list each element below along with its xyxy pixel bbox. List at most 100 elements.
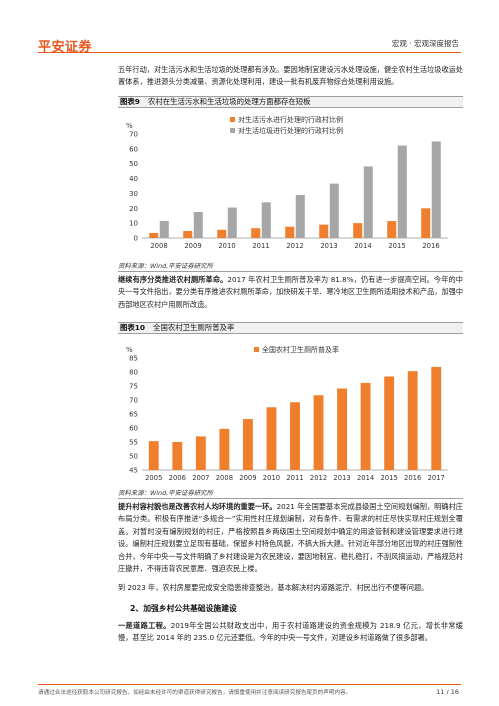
roads-paragraph: 一是道路工程。2019年全国公共财政支出中，用于农村道路建设的资金规模为 218… xyxy=(118,620,463,645)
bar-2 xyxy=(397,145,407,238)
bar-1 xyxy=(183,231,193,238)
bar-1 xyxy=(251,228,261,238)
bar-1 xyxy=(313,395,324,470)
bar-2 xyxy=(159,220,169,238)
x-tick-label: 2010 xyxy=(218,242,235,250)
intro-paragraph: 五年行动，对生活污水和生活垃圾的处理都有涉及。要因地制宜建设污水处理设施，健全农… xyxy=(118,65,464,87)
y-tick-label: 20 xyxy=(129,205,138,213)
x-tick-label: 2011 xyxy=(252,242,269,250)
legend-label: 对生活垃圾进行处理的行政村比例 xyxy=(238,126,343,135)
bar-1 xyxy=(217,229,227,238)
x-tick-label: 2005 xyxy=(145,474,162,482)
x-tick-label: 2014 xyxy=(357,474,374,482)
planning-paragraph-lead: 提升村容村貌也是改善农村人均环境的重要一环。 xyxy=(118,502,277,511)
x-tick-label: 2009 xyxy=(184,242,201,250)
bar-1 xyxy=(219,428,230,470)
bar-2 xyxy=(193,212,203,238)
bar-2 xyxy=(227,207,237,238)
figure9-title: 农村在生活污水和生活垃圾的处理方面都存在短板 xyxy=(147,97,311,106)
figure10-chart: % 45 50 55 60 65 70 75 80 85 2005 2006 2007 2008 2009 2… xyxy=(118,336,463,486)
bar-1 xyxy=(148,441,159,470)
legend-swatch xyxy=(230,117,235,122)
y-axis-unit-label: % xyxy=(126,346,133,354)
x-tick-label: 2014 xyxy=(354,242,371,250)
bar-2 xyxy=(363,166,373,238)
figure9-source: 资料来源：Wind,平安证券研究所 xyxy=(118,261,463,272)
toilet-paragraph: 继续有序分类推进农村厕所革命。2017 年农村卫生厕所普及率为 81.8%，仍有… xyxy=(118,274,463,311)
x-tick-label: 2012 xyxy=(310,474,327,482)
y-tick-label: 30 xyxy=(129,190,138,198)
y-axis-unit-label: % xyxy=(126,122,133,130)
y-tick-label: 55 xyxy=(129,439,138,447)
x-tick-label: 2015 xyxy=(380,474,397,482)
figure9-caption: 图表9 农村在生活污水和生活垃圾的处理方面都存在短板 xyxy=(118,96,463,108)
bar-2 xyxy=(329,183,339,238)
bar-1 xyxy=(360,382,371,470)
x-tick-label: 2011 xyxy=(286,474,303,482)
bar-1 xyxy=(290,402,300,470)
bar-1 xyxy=(319,224,329,238)
page-number: 11 / 16 xyxy=(436,688,459,696)
bar-1 xyxy=(266,407,277,470)
x-tick-label: 2017 xyxy=(428,474,445,482)
bar-2 xyxy=(431,141,441,238)
figure9-svg: % 0 10 20 30 40 50 60 70 2008 2009 2010 2011 2012 2013… xyxy=(126,115,448,250)
y-tick-label: 50 xyxy=(129,160,138,168)
figure10-svg: % 45 50 55 60 65 70 75 80 85 2005 2006 2007 2008 2009 2… xyxy=(126,345,448,482)
toilet-paragraph-text: 2017 年农村卫生厕所普及率为 81.8%，仍有进一步提高空间。今年的中央一号… xyxy=(118,275,464,309)
y-tick-label: 65 xyxy=(129,411,138,419)
y-tick-label: 45 xyxy=(129,467,138,475)
figure9-number: 图表9 xyxy=(120,97,140,106)
figure10-number: 图表10 xyxy=(120,323,146,332)
legend-label: 全国农村卫生厕所普及率 xyxy=(262,345,339,354)
x-tick-label: 2013 xyxy=(320,242,337,250)
legend-swatch xyxy=(230,128,235,133)
bar-1 xyxy=(407,371,418,470)
x-tick-label: 2012 xyxy=(286,242,303,250)
report-type-label: 宏观 · 宏观深度报告 xyxy=(391,39,459,48)
bar-1 xyxy=(337,388,348,470)
x-tick-label: 2015 xyxy=(388,242,405,250)
footer-divider xyxy=(38,684,461,685)
bar-1 xyxy=(195,436,206,470)
brand-logo: 平安证券 xyxy=(38,40,93,55)
legend-label: 对生活污水进行处理的行政村比例 xyxy=(238,115,343,124)
bar-1 xyxy=(353,223,363,238)
y-tick-label: 0 xyxy=(134,235,138,243)
paragraph-2023: 到 2023 年，农村房屋要完成安全隐患排查整治，基本解决村内道路泥泞、村民出行… xyxy=(118,583,429,592)
y-tick-label: 75 xyxy=(129,383,138,391)
planning-paragraph-text: 2021 年全国要基本完成县级国土空间规划编制，明确村庄布局分类。积极有序推进“… xyxy=(118,502,464,574)
x-tick-label: 2006 xyxy=(169,474,186,482)
y-tick-label: 40 xyxy=(129,175,138,183)
y-tick-label: 70 xyxy=(129,131,138,139)
bar-1 xyxy=(421,208,431,238)
y-tick-label: 70 xyxy=(129,397,138,405)
y-tick-label: 10 xyxy=(129,220,138,228)
figure9-chart: % 0 10 20 30 40 50 60 70 2008 2009 2010 2011 2012 2013… xyxy=(118,110,463,260)
x-tick-label: 2010 xyxy=(263,474,280,482)
bar-2 xyxy=(295,194,305,238)
bar-1 xyxy=(387,221,397,238)
y-tick-label: 80 xyxy=(129,369,138,377)
y-tick-label: 60 xyxy=(129,425,138,433)
bar-1 xyxy=(149,232,159,238)
x-tick-label: 2013 xyxy=(333,474,350,482)
x-tick-label: 2016 xyxy=(404,474,421,482)
toilet-paragraph-lead: 继续有序分类推进农村厕所革命。 xyxy=(118,275,228,284)
roads-paragraph-text: 2019年全国公共财政支出中，用于农村道路建设的资金规模为 218.9 亿元，增… xyxy=(118,621,463,643)
figure10-source: 资料来源：Wind,平安证券研究所 xyxy=(118,488,463,499)
figure10-caption: 图表10 全国农村卫生厕所普及率 xyxy=(118,322,463,334)
x-tick-label: 2008 xyxy=(150,242,167,250)
section-heading-2: 2、加强乡村公共基础设施建设 xyxy=(130,604,237,613)
planning-paragraph: 提升村容村貌也是改善农村人均环境的重要一环。2021 年全国要基本完成县级国土空… xyxy=(118,501,463,575)
figure10-title: 全国农村卫生厕所普及率 xyxy=(153,323,235,332)
legend-swatch xyxy=(254,347,259,352)
bar-2 xyxy=(261,202,271,238)
x-tick-label: 2009 xyxy=(239,474,256,482)
bar-1 xyxy=(285,226,295,238)
y-tick-label: 85 xyxy=(129,355,138,363)
x-tick-label: 2016 xyxy=(422,242,439,250)
footer-disclaimer: 请通过合法途径获取本公司研究报告，如经由未经许可的渠道获得研究报告，请慎重使用并… xyxy=(38,690,352,696)
header-divider xyxy=(38,52,461,53)
x-tick-label: 2008 xyxy=(216,474,233,482)
